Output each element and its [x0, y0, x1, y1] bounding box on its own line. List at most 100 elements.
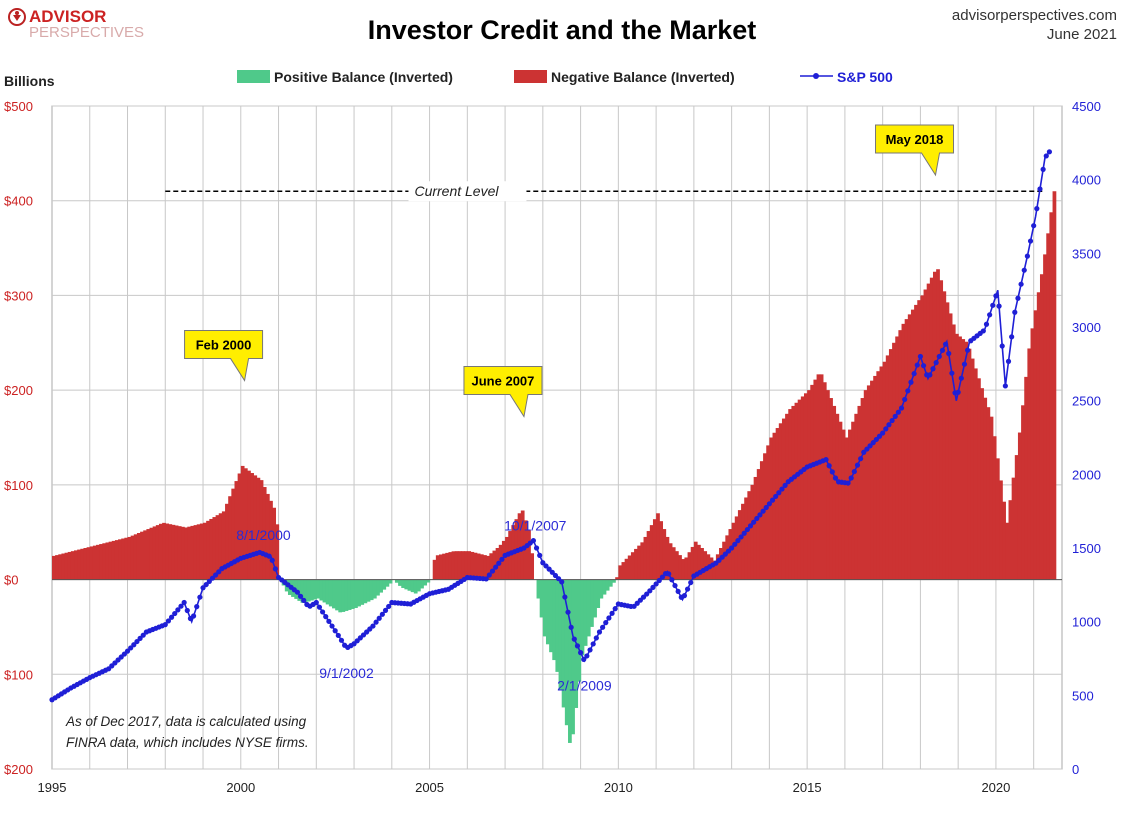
bar-negative-balance	[712, 560, 717, 580]
sp500-point	[829, 469, 835, 475]
bar-positive-balance	[360, 579, 365, 605]
bar-negative-balance	[155, 525, 160, 580]
bar-negative-balance	[140, 531, 144, 580]
sp500-point	[741, 530, 747, 536]
bar-negative-balance	[637, 545, 641, 580]
bar-negative-balance	[136, 533, 141, 580]
sp500-point	[483, 576, 489, 582]
sp500-point	[565, 609, 571, 615]
sp500-point	[965, 347, 971, 353]
bar-negative-balance	[797, 399, 802, 580]
sp500-point	[184, 607, 190, 614]
bar-positive-balance	[555, 579, 560, 672]
sp500-point	[644, 591, 650, 597]
sp500-point	[140, 632, 146, 638]
bar-negative-balance	[923, 289, 928, 580]
bar-negative-balance	[486, 555, 490, 580]
sp500-point	[886, 422, 892, 428]
bar-positive-balance	[401, 579, 405, 588]
bar-negative-balance	[970, 358, 975, 580]
bar-negative-balance	[439, 554, 443, 580]
bar-negative-balance	[857, 405, 862, 580]
bar-negative-balance	[844, 437, 849, 580]
sp500-point	[1031, 223, 1037, 229]
bar-negative-balance	[193, 525, 198, 580]
bar-negative-balance	[995, 458, 1000, 580]
bar-positive-balance	[571, 579, 575, 735]
bar-positive-balance	[385, 579, 390, 587]
bar-negative-balance	[483, 555, 487, 580]
sp500-point	[675, 588, 681, 595]
bar-negative-balance	[243, 468, 248, 580]
sp500-point	[326, 618, 332, 624]
bar-positive-balance	[372, 579, 377, 599]
bar-negative-balance	[1005, 522, 1010, 580]
bar-negative-balance	[1039, 274, 1044, 580]
bar-negative-balance	[432, 559, 437, 580]
bar-positive-balance	[590, 579, 594, 627]
sp500-point	[496, 560, 502, 566]
bar-negative-balance	[781, 418, 786, 580]
sp500-point	[581, 656, 587, 662]
bar-negative-balance	[1002, 501, 1006, 580]
bar-negative-balance	[766, 445, 770, 580]
bar-negative-balance	[829, 398, 833, 580]
sp500-point	[609, 610, 615, 616]
sp500-point	[763, 504, 769, 511]
sp500-point	[533, 545, 540, 551]
bar-positive-balance	[332, 579, 336, 609]
bar-negative-balance	[61, 553, 66, 580]
bar-negative-balance	[630, 552, 635, 580]
bar-negative-balance	[275, 524, 280, 580]
sp500-point	[168, 614, 175, 620]
sp500-point	[376, 615, 382, 621]
brand-logo: ADVISOR PERSPECTIVES	[8, 7, 144, 41]
sp500-point	[297, 593, 304, 599]
site-name: advisorperspectives.com	[952, 7, 1117, 24]
bar-negative-balance	[190, 525, 195, 580]
callout-label: June 2007	[472, 374, 535, 389]
reference-label-bg	[408, 181, 527, 202]
bar-negative-balance	[863, 390, 868, 580]
sp500-point	[747, 523, 754, 529]
bar-negative-balance	[1043, 254, 1047, 580]
left-axis-tick-label: $100	[4, 667, 33, 682]
bar-negative-balance	[464, 551, 468, 580]
bar-positive-balance	[369, 579, 374, 601]
sp500-point	[955, 389, 961, 395]
bar-positive-balance	[580, 579, 585, 656]
right-axis-tick-label: 3000	[1072, 320, 1101, 335]
sp500-point	[577, 650, 584, 656]
bar-negative-balance	[269, 500, 273, 580]
bar-positive-balance	[549, 579, 553, 653]
bar-negative-balance	[461, 551, 465, 580]
bar-positive-balance	[404, 579, 409, 590]
sp500-point	[266, 553, 272, 559]
bar-positive-balance	[310, 579, 314, 601]
reference-label: Current Level	[414, 183, 499, 199]
sp500-point	[914, 362, 920, 368]
sp500-point	[568, 624, 574, 630]
bar-negative-balance	[866, 385, 871, 580]
bar-positive-balance	[354, 579, 358, 608]
sp500-point	[776, 490, 782, 496]
bar-negative-balance	[80, 548, 85, 580]
sp500-point	[612, 606, 618, 612]
y-axis-label: Billions	[4, 73, 55, 89]
sp500-series	[49, 149, 1053, 703]
bar-negative-balance	[659, 521, 664, 580]
bar-positive-balance	[612, 579, 616, 583]
bar-positive-balance	[416, 579, 421, 592]
sp500-point	[1046, 149, 1053, 155]
sp500-point	[666, 571, 672, 577]
bar-negative-balance	[89, 546, 94, 580]
sp500-point	[124, 648, 131, 654]
sp500-point	[200, 585, 206, 591]
bar-positive-balance	[407, 579, 412, 591]
sp500-point	[549, 569, 555, 575]
bar-positive-balance	[586, 579, 591, 637]
left-axis-tick-label: $200	[4, 762, 33, 777]
bar-positive-balance	[313, 579, 317, 600]
bar-negative-balance	[114, 540, 119, 580]
right-axis-tick-label: 500	[1072, 688, 1094, 703]
